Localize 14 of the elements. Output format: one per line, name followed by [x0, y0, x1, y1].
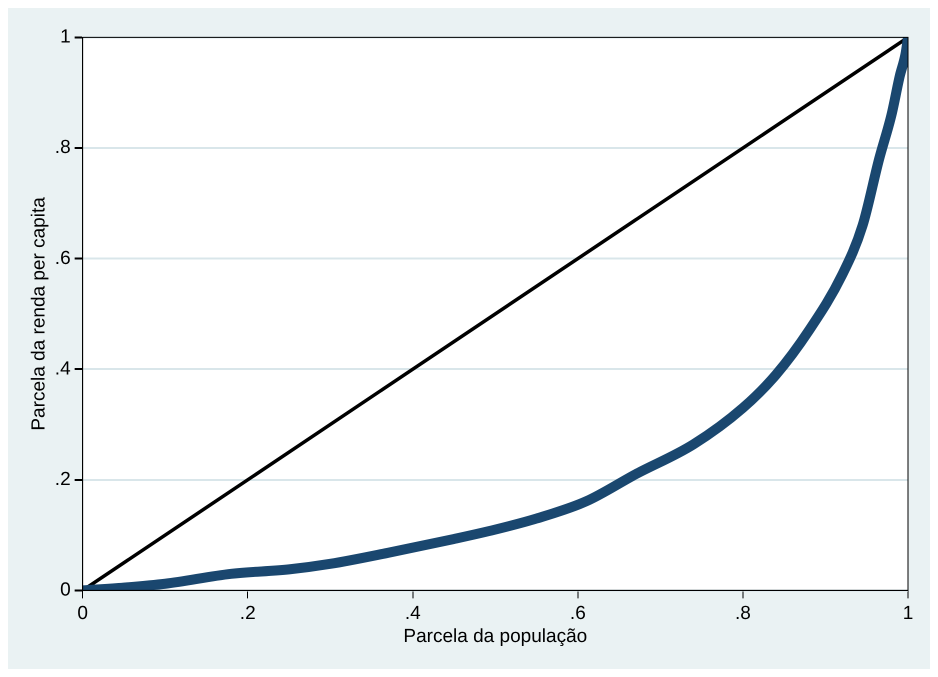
x-tick-label: .8 [735, 603, 751, 624]
y-tick-label: .6 [54, 248, 71, 269]
y-tick-label: .8 [54, 137, 71, 158]
x-tick-label: .4 [404, 603, 422, 624]
x-tick-label: .2 [240, 603, 256, 624]
y-tick-label: 1 [60, 26, 71, 48]
x-tick-label: .6 [570, 603, 586, 624]
y-tick-label: .4 [54, 358, 72, 380]
y-tick-label: .2 [54, 469, 71, 490]
x-axis-title: Parcela da população [403, 626, 588, 647]
y-tick-label: 0 [60, 580, 71, 601]
y-axis-title: Parcela da renda per capita [28, 196, 50, 431]
x-tick-label: 1 [902, 603, 914, 624]
x-tick-label: 0 [77, 603, 88, 624]
